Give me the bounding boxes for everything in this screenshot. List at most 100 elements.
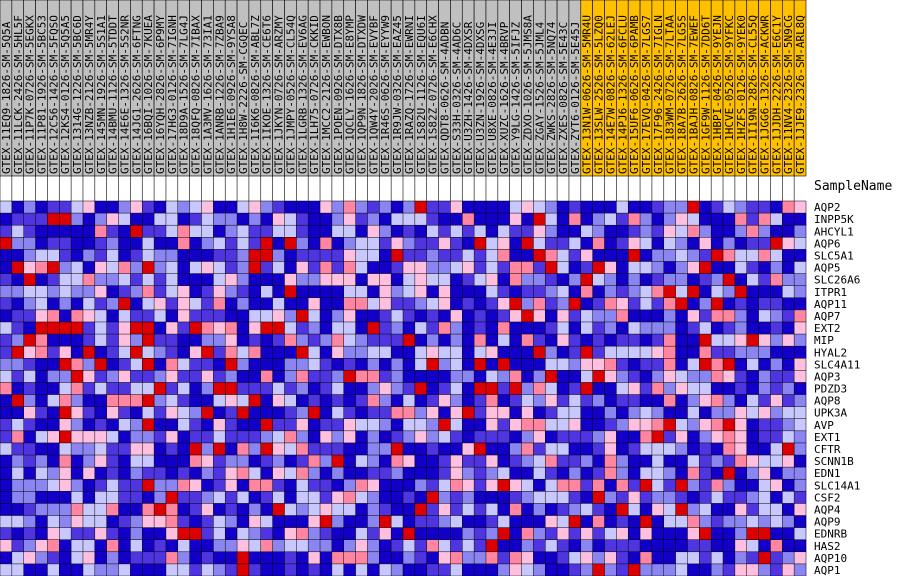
heatmap-cell xyxy=(355,442,368,456)
heatmap-cell xyxy=(770,382,783,395)
heatmap-cell xyxy=(734,527,747,540)
heatmap-cell xyxy=(23,491,36,504)
heatmap-cell xyxy=(557,442,570,456)
heatmap-cell xyxy=(59,418,72,432)
heatmap-cell xyxy=(438,201,451,214)
heatmap-cell xyxy=(201,467,214,480)
heatmap-cell xyxy=(213,370,226,383)
heatmap-cell xyxy=(189,539,202,553)
heatmap-cell xyxy=(106,418,119,432)
heatmap-cell xyxy=(308,442,321,456)
heatmap-cell xyxy=(545,297,558,311)
heatmap-cell xyxy=(165,346,178,359)
heatmap-cell xyxy=(23,358,36,371)
heatmap-cell xyxy=(521,297,534,311)
heatmap-cell xyxy=(711,261,724,274)
heatmap-cell xyxy=(47,418,60,432)
heatmap-cell xyxy=(592,406,605,419)
heatmap-cell xyxy=(320,358,333,371)
heatmap-cell xyxy=(94,406,107,419)
heatmap-cell xyxy=(391,503,404,516)
heatmap-cell xyxy=(272,285,285,298)
heatmap-cell xyxy=(723,261,736,274)
heatmap-cell xyxy=(154,334,167,347)
heatmap-cell xyxy=(237,527,250,540)
heatmap-cell xyxy=(189,225,202,238)
heatmap-cell xyxy=(438,467,451,480)
heatmap-cell xyxy=(403,394,416,407)
heatmap-cell xyxy=(82,213,96,226)
heatmap-cell xyxy=(592,309,605,323)
heatmap-cell xyxy=(142,406,155,419)
heatmap-cell xyxy=(438,309,451,323)
heatmap-cell xyxy=(213,455,226,468)
heatmap-cell xyxy=(248,346,261,359)
heatmap-cell xyxy=(663,249,676,262)
heatmap-cell xyxy=(189,503,202,516)
heatmap-cell xyxy=(237,225,250,238)
heatmap-cell xyxy=(47,225,60,238)
heatmap-cell xyxy=(142,225,155,238)
heatmap-cell xyxy=(260,503,273,516)
heatmap-cell xyxy=(130,334,143,347)
heatmap-cell xyxy=(497,563,510,576)
heatmap-cell xyxy=(782,503,795,516)
heatmap-cell xyxy=(640,394,653,407)
heatmap-cell xyxy=(782,563,795,576)
heatmap-cell xyxy=(11,479,24,492)
heatmap-cell xyxy=(592,297,605,311)
sample-label: GTEX-17F96-2426-SM-7IGLN xyxy=(652,15,665,174)
heatmap-cell xyxy=(201,563,214,576)
sample-label: GTEX-U8XE-0826-SM-4E3JI xyxy=(486,22,499,174)
heatmap-cell xyxy=(711,455,724,468)
heatmap-cell xyxy=(272,406,285,419)
heatmap-cell xyxy=(462,358,475,371)
heatmap-cell xyxy=(616,370,629,383)
heatmap-cell xyxy=(130,261,143,274)
heatmap-cell xyxy=(545,225,558,238)
heatmap-cell xyxy=(723,334,736,347)
heatmap-cell xyxy=(118,321,131,335)
gene-label: INPP5K xyxy=(814,213,854,226)
heatmap-cell xyxy=(794,527,807,540)
heatmap-cell xyxy=(557,346,570,359)
heatmap-cell xyxy=(142,321,155,335)
heatmap-cell xyxy=(367,285,380,298)
heatmap-cell xyxy=(711,213,724,226)
heatmap-cell xyxy=(379,321,392,335)
heatmap-cell xyxy=(592,467,605,480)
heatmap-cell xyxy=(568,249,581,262)
heatmap-cell xyxy=(711,370,724,383)
heatmap-cell xyxy=(533,551,546,565)
heatmap-cell xyxy=(450,442,463,456)
heatmap-cell xyxy=(142,394,155,407)
heatmap-cell xyxy=(391,261,404,274)
heatmap-cell xyxy=(640,285,653,298)
sample-label: GTEX-183WM-0726-SM-7LTAA xyxy=(664,15,677,174)
heatmap-cell xyxy=(260,213,273,226)
sample-label: GTEX-11LCK-2426-SM-5HL5F xyxy=(12,15,25,174)
heatmap-cell xyxy=(770,237,783,250)
heatmap-cell xyxy=(248,430,261,444)
heatmap-cell xyxy=(118,201,131,214)
heatmap-cell xyxy=(663,515,676,528)
heatmap-cell xyxy=(248,563,261,576)
heatmap-cell xyxy=(118,551,131,565)
heatmap-cell xyxy=(557,479,570,492)
heatmap-cell xyxy=(71,491,84,504)
heatmap-cell xyxy=(426,491,439,504)
heatmap-cell xyxy=(331,285,344,298)
heatmap-cell xyxy=(391,321,404,335)
heatmap-cell xyxy=(770,201,783,214)
heatmap-cell xyxy=(248,261,261,274)
heatmap-cell xyxy=(35,237,48,250)
heatmap-cell xyxy=(604,358,617,371)
heatmap-cell xyxy=(308,321,321,335)
heatmap-cell xyxy=(308,479,321,492)
heatmap-cell xyxy=(118,406,131,419)
heatmap-cell xyxy=(248,285,261,298)
heatmap-cell xyxy=(770,551,783,565)
heatmap-cell xyxy=(284,467,297,480)
heatmap-cell xyxy=(82,551,96,565)
heatmap-cell xyxy=(794,201,807,214)
